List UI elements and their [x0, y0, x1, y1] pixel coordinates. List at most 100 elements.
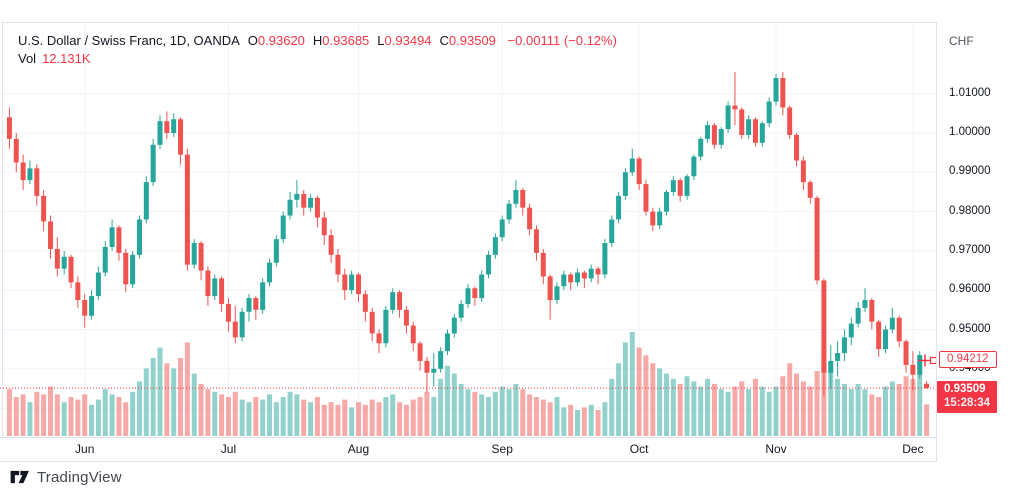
candle-body [225, 303, 231, 322]
candle-body [232, 321, 238, 338]
candle-body [355, 274, 361, 295]
volume-bar [780, 376, 786, 436]
volume-bar [841, 384, 847, 436]
volume-bar [184, 342, 190, 436]
candle-body [814, 197, 820, 281]
volume-bar [267, 394, 273, 436]
volume-bar [924, 404, 930, 436]
volume-bar [752, 378, 758, 436]
candle-body [841, 337, 847, 354]
candle-body [362, 294, 368, 312]
candle-body [527, 207, 533, 230]
candle-body [547, 276, 553, 301]
volume-bar [451, 373, 457, 436]
time-tick-jul: Jul [220, 442, 237, 456]
volume-bar [130, 391, 136, 436]
candle-body [581, 272, 587, 279]
alert-price-axis-label[interactable]: 0.94212 [939, 351, 997, 369]
candle-body [267, 262, 273, 283]
volume-bar [711, 384, 717, 436]
candle-body [752, 119, 758, 143]
volume-bar [636, 347, 642, 436]
tradingview-logo-icon[interactable] [10, 470, 32, 484]
candle-body [766, 101, 772, 124]
candle-body [917, 355, 923, 375]
candle-body [198, 243, 204, 271]
volume-bar [650, 363, 656, 436]
volume-bar [595, 410, 601, 436]
volume-bar [424, 391, 430, 436]
volume-label: Vol [18, 51, 37, 66]
price-axis[interactable]: CHF 1.01000 1.00000 0.99000 0.98000 0.97000 0… [936, 22, 1010, 462]
volume-bar [725, 391, 731, 436]
volume-bar [95, 399, 101, 436]
volume-bar [739, 381, 745, 436]
last-price-axis-label[interactable]: 0.93509 15:28:34 [937, 381, 998, 414]
volume-bar [588, 404, 594, 436]
candle-body [739, 109, 745, 135]
candle-body [89, 296, 95, 316]
price-tick-label: 0.98000 [949, 204, 991, 217]
volume-bar [540, 399, 546, 436]
volume-bar [383, 397, 389, 436]
candle-body [383, 309, 389, 344]
candle-body [499, 219, 505, 238]
price-chart-pane[interactable] [0, 22, 936, 437]
candle-body [479, 274, 485, 299]
volume-bar [410, 399, 416, 436]
ohlc-field-value: 0.93509 [448, 33, 496, 48]
candle-body [807, 182, 813, 198]
volume-bar [13, 397, 19, 436]
time-tick-oct: Oct [629, 442, 649, 456]
volume-bar [486, 397, 492, 436]
volume-bar [47, 386, 53, 436]
volume-bar [191, 373, 197, 436]
candle-body [554, 286, 560, 301]
candle-body [184, 154, 190, 265]
volume-bar [828, 368, 834, 436]
volume-bar [287, 391, 293, 436]
symbol-title[interactable]: U.S. Dollar / Swiss Franc, 1D, OANDA [18, 33, 240, 48]
candle-body [239, 311, 245, 338]
candle-body [308, 197, 314, 208]
candle-body [280, 215, 286, 240]
volume-bar [89, 404, 95, 436]
candle-body [787, 107, 793, 135]
volume-bar [82, 394, 88, 436]
candle-body [869, 300, 875, 322]
candle-body [629, 158, 635, 173]
last-price-value: 0.93509 [944, 383, 986, 396]
tradingview-brand-text[interactable]: TradingView [37, 469, 122, 486]
candle-body [273, 239, 279, 263]
volume-bar [513, 384, 519, 436]
ohlc-values: O0.93620 H0.93685 L0.93494 C0.93509 [240, 33, 496, 48]
volume-bar [431, 397, 437, 436]
volume-bar [663, 373, 669, 436]
volume-bar [479, 394, 485, 436]
candle-body [102, 246, 108, 273]
candle-body [705, 125, 711, 139]
volume-bar [41, 394, 47, 436]
candle-body [109, 227, 115, 247]
candle-body [219, 278, 225, 304]
time-tick-dec: Dec [902, 442, 924, 456]
volume-bar [308, 402, 314, 436]
candle-body [691, 156, 697, 177]
candle-body [34, 168, 40, 196]
volume-bar [438, 378, 444, 436]
volume-bar [876, 397, 882, 436]
volume-bar [472, 391, 478, 436]
candle-body [157, 121, 163, 145]
time-axis[interactable]: Jun Jul Aug Sep Oct Nov Dec [0, 437, 1010, 462]
volume-bar [643, 355, 649, 436]
candle-body [595, 268, 601, 275]
candle-body [643, 184, 649, 212]
alert-handle-square[interactable] [929, 356, 937, 365]
candle-body [369, 311, 375, 334]
volume-bar [889, 381, 895, 436]
candle-body [492, 237, 498, 255]
candle-body [486, 254, 492, 275]
volume-bar [520, 389, 526, 436]
volume-bar [212, 391, 218, 436]
volume-bar [328, 402, 334, 436]
